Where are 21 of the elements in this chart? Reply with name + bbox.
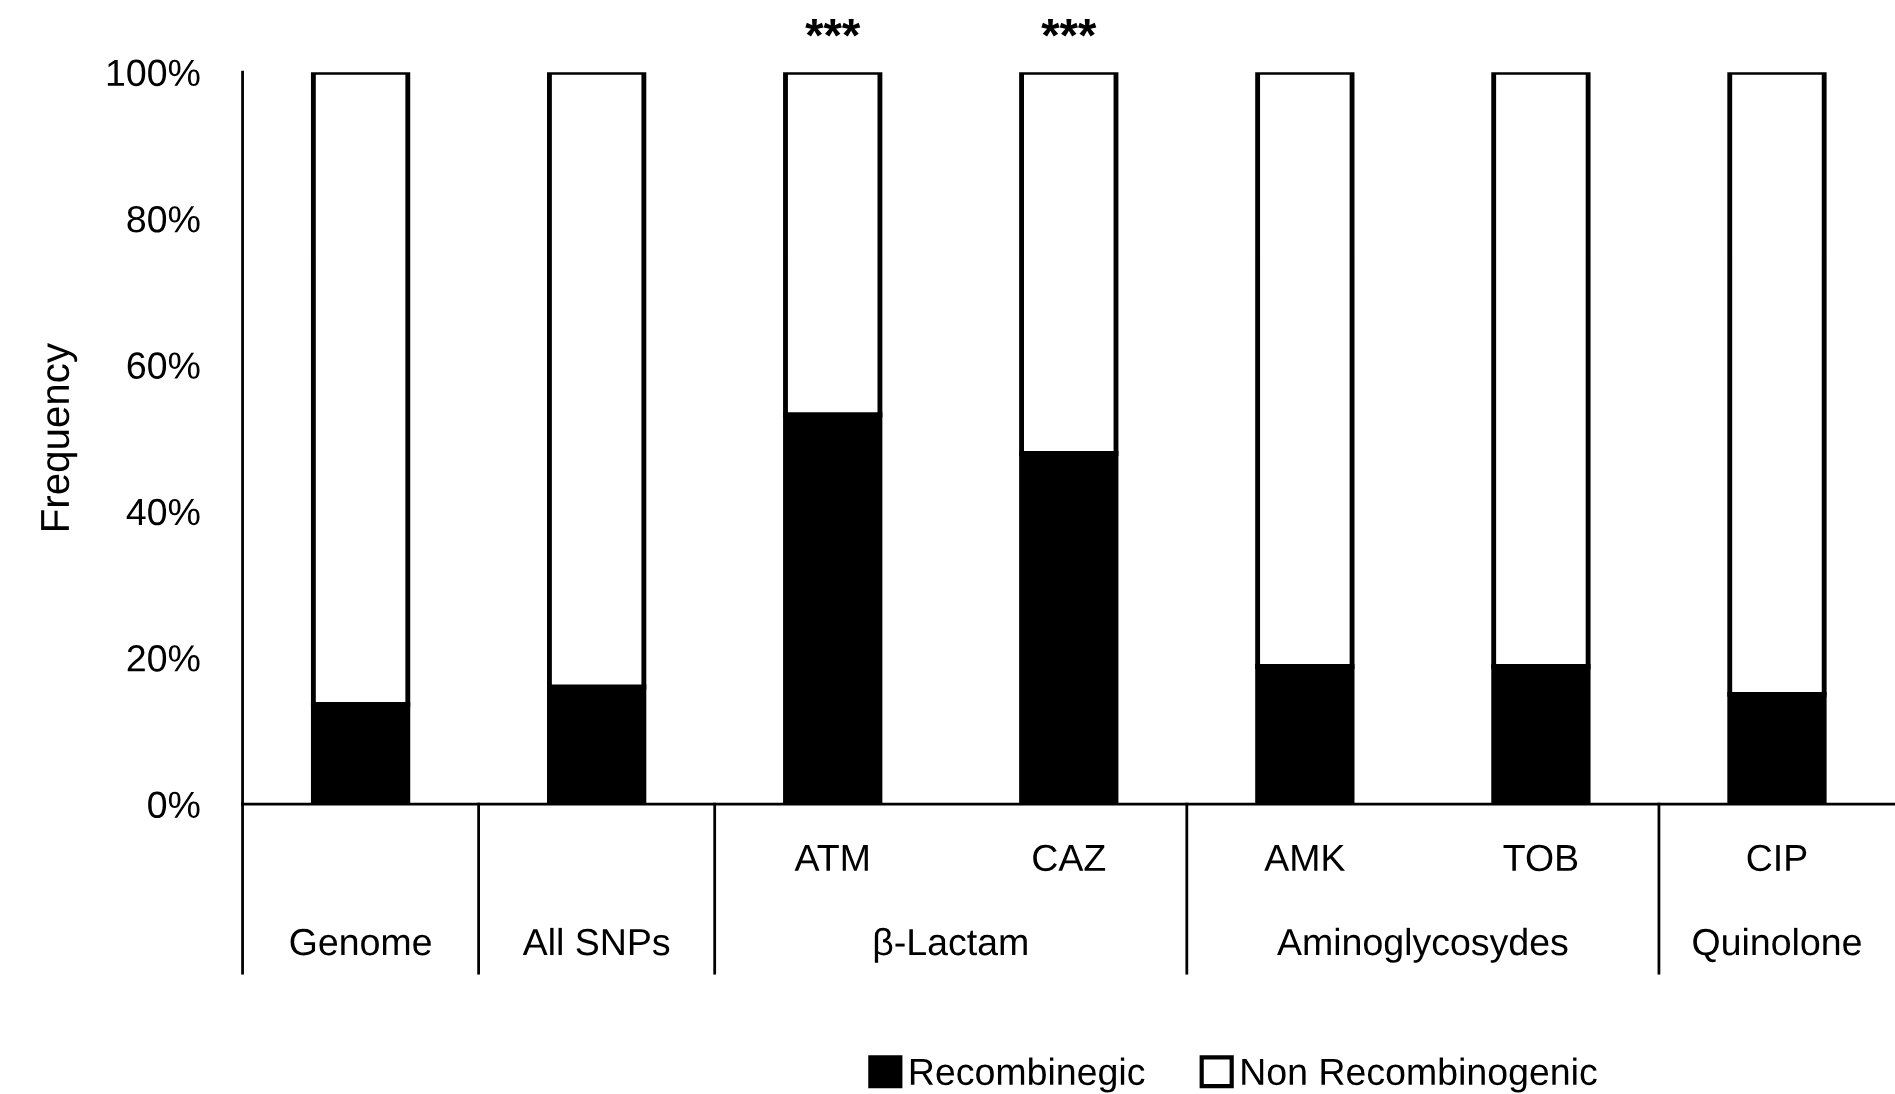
text: β-Lactam — [874, 927, 1027, 963]
y-tick-label: 0% — [148, 791, 200, 819]
x-tick-label: TOB — [1503, 844, 1578, 872]
text: Quinolone — [1693, 927, 1861, 963]
y-tick-label: 100% — [107, 59, 200, 87]
text: Aminoglycosydes — [1277, 927, 1568, 963]
y-tick-label: 20% — [127, 645, 200, 672]
annotation: *** — [1041, 18, 1097, 37]
y-tick-label: 80% — [127, 205, 200, 233]
x-tick-label: ATM — [794, 845, 868, 871]
text: Genome — [290, 928, 431, 956]
x-tick-label: CIP — [1747, 844, 1807, 872]
y-tick-label: 60% — [127, 352, 200, 379]
legend-label: Non Recombinogenic — [1242, 1057, 1597, 1093]
legend-label: Recombinegic — [910, 1057, 1145, 1093]
annotation: *** — [805, 18, 861, 37]
x-tick-label: CAZ — [1033, 844, 1106, 872]
y-tick-label: 40% — [126, 498, 200, 526]
x-tick-label: AMK — [1264, 845, 1346, 871]
y-axis-title: Frequency — [41, 343, 78, 530]
text: All SNPs — [522, 927, 670, 956]
